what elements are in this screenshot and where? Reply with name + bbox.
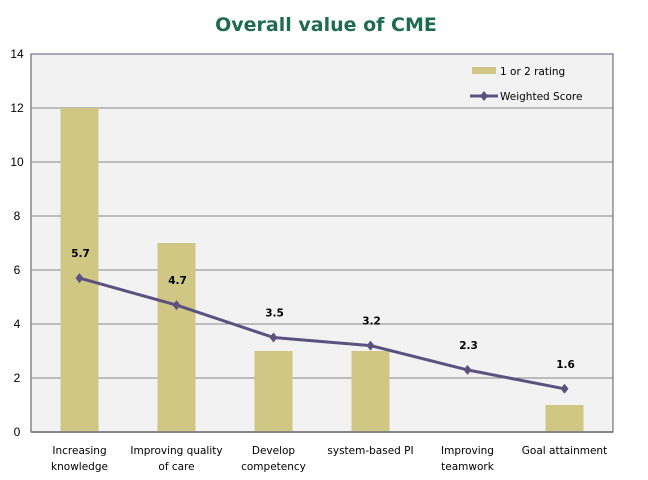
y-tick-label: 8 (14, 209, 21, 223)
line-marker (172, 300, 181, 311)
y-tick-label: 14 (10, 47, 24, 61)
category-label: of care (158, 461, 194, 473)
x-axis-category-labels: Increasing knowledge Improving quality of c… (51, 445, 607, 473)
legend-swatch-bar (472, 67, 496, 74)
category-label: competency (241, 461, 306, 473)
category-label: system-based PI (327, 445, 413, 457)
bar-series (60, 108, 584, 432)
category-label: Improving (441, 445, 494, 457)
y-tick-label: 4 (14, 317, 21, 331)
line-marker (560, 383, 569, 394)
y-tick-label: 12 (10, 101, 24, 115)
bar (545, 405, 584, 432)
data-label: 5.7 (71, 248, 90, 260)
bar (60, 108, 99, 432)
series-line (79, 276, 565, 391)
bar (157, 243, 196, 432)
legend-marker-diamond (480, 91, 488, 101)
legend: 1 or 2 rating Weighted Score (470, 66, 582, 103)
y-tick-label: 6 (14, 263, 21, 277)
chart-title: Overall value of CME (215, 14, 437, 36)
data-label: 2.3 (459, 340, 478, 352)
legend-label-line: Weighted Score (500, 91, 582, 103)
bar (351, 351, 390, 432)
line-marker (269, 332, 278, 343)
plot-area (31, 54, 613, 432)
y-axis-tick-labels: 0 2 4 6 8 10 12 14 (10, 47, 24, 439)
legend-label-bar: 1 or 2 rating (500, 66, 565, 78)
line-marker (75, 273, 84, 284)
data-label: 4.7 (168, 275, 187, 287)
y-tick-label: 2 (14, 371, 21, 385)
category-label: Improving quality (130, 445, 222, 457)
category-label: Increasing (52, 445, 106, 457)
line-marker (463, 364, 472, 375)
line-series (75, 273, 569, 394)
category-label: teamwork (441, 461, 495, 473)
data-labels: 5.7 4.7 3.5 3.2 2.3 1.6 (71, 248, 575, 371)
category-label: Develop (252, 445, 296, 457)
data-label: 3.5 (265, 308, 284, 320)
line-marker (366, 340, 375, 351)
bar (254, 351, 293, 432)
data-label: 3.2 (362, 316, 381, 328)
category-label: knowledge (51, 461, 108, 473)
y-tick-label: 0 (14, 425, 21, 439)
data-label: 1.6 (556, 359, 575, 371)
y-tick-label: 10 (10, 155, 24, 169)
category-label: Goal attainment (522, 445, 607, 457)
